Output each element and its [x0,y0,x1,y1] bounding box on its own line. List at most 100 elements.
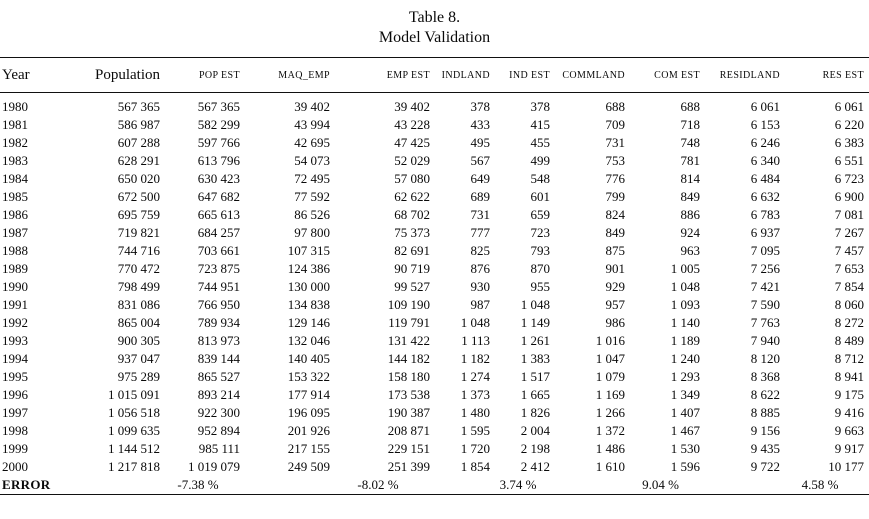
value-cell: 567 365 [197,99,240,114]
value-cell: 630 423 [197,171,240,186]
value-cell: 718 [680,117,701,132]
value-cell: 144 182 [387,351,430,366]
value-cell: 824 [605,207,626,222]
value-cell: 196 095 [287,405,330,420]
table-row: 1981 586 987 582 299 43 994 43 228 433 415 709 7… [0,116,869,134]
value-cell: 39 402 [294,99,330,114]
value-cell: 8 885 [750,405,780,420]
value-cell: 1 099 635 [108,423,160,438]
year-cell: 1999 [2,441,28,456]
value-cell: 1 854 [460,459,490,474]
value-cell: 9 435 [750,441,780,456]
value-cell: 1 048 [520,297,550,312]
value-cell: 601 [530,189,551,204]
table-row: 1995 975 289 865 527 153 322 158 180 1 274 1 5… [0,368,869,386]
value-cell: 134 838 [287,297,330,312]
value-cell: 378 [470,99,491,114]
value-cell: 57 080 [394,171,430,186]
table-row: 1998 1 099 635 952 894 201 926 208 871 1 595 2… [0,422,869,440]
value-cell: 613 796 [197,153,240,168]
value-cell: 839 144 [197,351,240,366]
table-row: 1990 798 499 744 951 130 000 99 527 930 955 929… [0,278,869,296]
value-cell: 777 [470,225,491,240]
value-cell: 789 934 [197,315,240,330]
value-cell: 744 951 [197,279,240,294]
value-cell: 684 257 [197,225,240,240]
value-cell: 628 291 [117,153,160,168]
value-cell: 140 405 [287,351,330,366]
value-cell: 208 871 [387,423,430,438]
error-value-cell [555,476,630,495]
value-cell: 975 289 [117,369,160,384]
error-value-cell [60,476,165,495]
table-row: 1982 607 288 597 766 42 695 47 425 495 455 731 7… [0,134,869,152]
value-cell: 929 [605,279,626,294]
value-cell: 548 [530,171,551,186]
year-cell: 1994 [2,351,28,366]
value-cell: 7 854 [834,279,864,294]
column-header: RES EST [822,69,864,81]
value-cell: 876 [470,261,491,276]
year-cell: 1985 [2,189,28,204]
value-cell: 9 416 [834,405,864,420]
year-cell: 1989 [2,261,28,276]
value-cell: 893 214 [197,387,240,402]
value-cell: 7 267 [834,225,864,240]
value-cell: 130 000 [287,279,330,294]
year-cell: 1990 [2,279,28,294]
year-cell: 1986 [2,207,28,222]
error-value-cell: 3.74 % [499,477,537,492]
value-cell: 1 480 [460,405,490,420]
value-cell: 924 [680,225,701,240]
value-cell: 43 994 [294,117,330,132]
column-header: INDLAND [441,69,490,81]
value-cell: 689 [470,189,491,204]
value-cell: 177 914 [287,387,330,402]
value-cell: 7 457 [834,243,864,258]
value-cell: 9 156 [750,423,780,438]
value-cell: 8 060 [834,297,864,312]
value-cell: 781 [680,153,701,168]
value-cell: 1 383 [520,351,550,366]
value-cell: 124 386 [287,261,330,276]
value-cell: 567 365 [117,99,160,114]
year-cell: 1987 [2,225,28,240]
value-cell: 7 256 [750,261,780,276]
value-cell: 8 272 [834,315,864,330]
value-cell: 659 [530,207,551,222]
value-cell: 1 189 [670,333,700,348]
value-cell: 986 [605,315,626,330]
value-cell: 985 111 [198,441,240,456]
value-cell: 7 095 [750,243,780,258]
value-cell: 955 [530,279,551,294]
table-row: 1987 719 821 684 257 97 800 75 373 777 723 849 9… [0,224,869,242]
value-cell: 54 073 [294,153,330,168]
value-cell: 72 495 [294,171,330,186]
year-cell: 2000 [2,459,28,474]
error-value-cell: -8.02 % [357,477,399,492]
value-cell: 97 800 [294,225,330,240]
value-cell: 455 [530,135,551,150]
year-cell: 1992 [2,315,28,330]
value-cell: 1 665 [520,387,550,402]
value-cell: 793 [530,243,551,258]
value-cell: 875 [605,243,626,258]
value-cell: 131 422 [387,333,430,348]
year-cell: 1995 [2,369,28,384]
value-cell: 251 399 [387,459,430,474]
value-cell: 1 826 [520,405,550,420]
value-cell: 1 486 [595,441,625,456]
value-cell: 249 509 [287,459,330,474]
value-cell: 825 [470,243,491,258]
value-cell: 865 004 [117,315,160,330]
value-cell: 9 917 [834,441,864,456]
value-cell: 586 987 [117,117,160,132]
value-cell: 865 527 [197,369,240,384]
value-cell: 190 387 [387,405,430,420]
error-value-cell: 4.58 % [801,477,839,492]
column-header: Year [2,66,30,83]
table-row: 1984 650 020 630 423 72 495 57 080 649 548 776 8… [0,170,869,188]
value-cell: 1 169 [595,387,625,402]
value-cell: 47 425 [394,135,430,150]
table-row: 1999 1 144 512 985 111 217 155 229 151 1 720 2… [0,440,869,458]
